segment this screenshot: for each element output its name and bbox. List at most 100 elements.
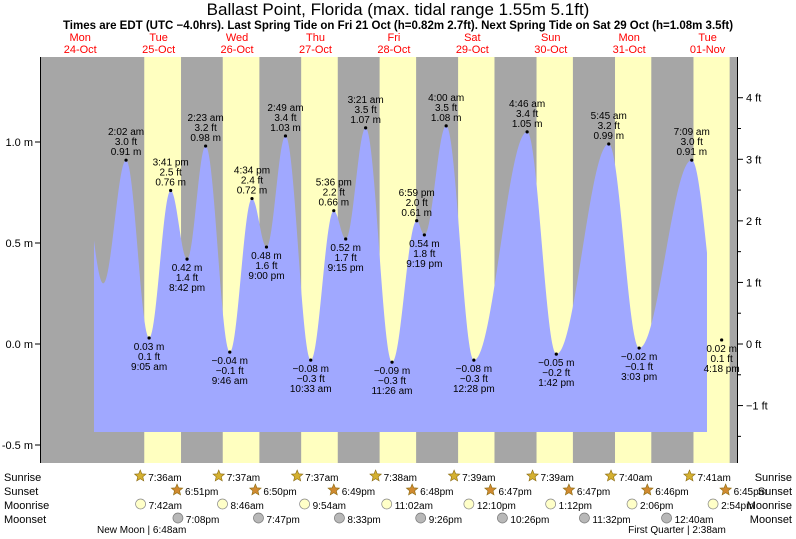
tide-point-marker bbox=[228, 350, 232, 354]
tide-point-label-time: 4:46 am bbox=[509, 99, 545, 110]
moonrise-icon bbox=[463, 498, 475, 510]
tide-point-label-ft: 1.6 ft bbox=[255, 261, 277, 272]
sunrise-time: 7:38am bbox=[384, 473, 417, 484]
sunrise-time: 7:40am bbox=[619, 473, 652, 484]
tide-point-label-ft: 2.4 ft bbox=[241, 176, 263, 187]
day-label-dow: Tue bbox=[698, 32, 717, 44]
tide-point-label-time: 3:41 pm bbox=[153, 157, 189, 168]
tide-point-label-time: 9:19 pm bbox=[406, 259, 442, 270]
moonset-icon bbox=[661, 512, 672, 524]
tide-point-marker bbox=[390, 360, 394, 364]
moonset-icon bbox=[334, 512, 345, 524]
tide-point-label-ft: 2.2 ft bbox=[323, 188, 345, 199]
tide-point-label-m: 0.42 m bbox=[172, 263, 203, 274]
right-axis-tick-label: 3 ft bbox=[746, 154, 761, 166]
sunrise-icon bbox=[212, 469, 226, 482]
tide-point-label-time: 10:33 am bbox=[290, 384, 332, 395]
tide-point-label-m: 1.03 m bbox=[270, 123, 301, 134]
tide-point-label-time: 2:23 am bbox=[188, 113, 224, 124]
sunset-time: 6:47pm bbox=[498, 487, 531, 498]
row-label-left-sunset: Sunset bbox=[4, 486, 38, 498]
sunset-icon bbox=[248, 483, 262, 496]
tide-point-label-m: 1.08 m bbox=[431, 113, 462, 124]
moonrise-icon bbox=[135, 498, 146, 510]
sunset-time: 6:51pm bbox=[185, 487, 218, 498]
sunrise-time: 7:41am bbox=[697, 473, 730, 484]
tide-point-marker bbox=[472, 358, 476, 362]
sunrise-icon bbox=[604, 469, 618, 482]
right-axis-tick-label: 1 ft bbox=[746, 277, 761, 289]
tide-point-label-ft: −0.3 ft bbox=[297, 374, 325, 385]
tide-point-label-time: 1:42 pm bbox=[538, 378, 574, 389]
moonset-icon bbox=[579, 512, 590, 524]
tide-point-label-m: 1.05 m bbox=[512, 119, 543, 130]
day-label-date: 25-Oct bbox=[142, 44, 175, 56]
tide-point-label-time: 3:03 pm bbox=[621, 372, 657, 383]
tide-point-marker bbox=[444, 124, 448, 128]
moonset-time: 7:47pm bbox=[266, 515, 299, 526]
tide-point-label-time: 7:09 am bbox=[674, 127, 710, 138]
tide-point-label-time: 6:59 pm bbox=[399, 188, 435, 199]
tide-point-label-ft: 3.2 ft bbox=[194, 123, 216, 134]
day-label-date: 01-Nov bbox=[690, 44, 726, 56]
moonrise-icon bbox=[707, 498, 719, 510]
moonrise-icon bbox=[217, 498, 228, 510]
tide-point-label-ft: 2.0 ft bbox=[406, 198, 428, 209]
tide-point-label-time: 4:18 pm bbox=[704, 364, 740, 375]
tide-point-label-ft: −0.3 ft bbox=[460, 374, 488, 385]
tide-point-label-ft: 3.4 ft bbox=[274, 113, 296, 124]
tide-point-marker bbox=[525, 130, 529, 134]
day-label-dow: Mon bbox=[618, 32, 639, 44]
left-axis-tick-label: 1.0 m bbox=[5, 137, 33, 149]
tide-point-label-time: 3:21 am bbox=[348, 95, 384, 106]
day-label-date: 31-Oct bbox=[613, 44, 646, 56]
moonrise-icon bbox=[545, 498, 557, 510]
sunrise-icon bbox=[447, 469, 461, 482]
tide-point-label-ft: 1.8 ft bbox=[413, 249, 435, 260]
sunrise-time: 7:37am bbox=[305, 473, 338, 484]
tide-point-marker bbox=[185, 257, 189, 261]
tide-point-label-ft: −0.3 ft bbox=[378, 376, 406, 387]
tide-point-label-ft: 3.0 ft bbox=[115, 137, 137, 148]
tide-point-label-time: 8:42 pm bbox=[169, 283, 205, 294]
moonset-icon bbox=[415, 512, 427, 524]
moonset-time: 8:33pm bbox=[347, 515, 380, 526]
sunset-time: 6:46pm bbox=[655, 487, 688, 498]
tide-point-label-m: −0.09 m bbox=[374, 366, 410, 377]
tide-point-marker bbox=[169, 188, 173, 193]
tide-point-label-ft: 0.1 ft bbox=[138, 352, 160, 363]
tide-point-label-time: 9:15 pm bbox=[328, 263, 364, 274]
sunset-icon bbox=[327, 483, 341, 496]
sunset-time: 6:49pm bbox=[342, 487, 375, 498]
tide-point-label-time: 9:05 am bbox=[131, 362, 167, 373]
moonrise-time: 2:06pm bbox=[640, 501, 673, 512]
row-label-right-moonset: Moonset bbox=[750, 514, 792, 526]
right-axis-tick-label: 0 ft bbox=[746, 339, 761, 351]
left-axis-tick-label: -0.5 m bbox=[2, 440, 33, 452]
moonset-time: 9:26pm bbox=[429, 515, 462, 526]
tide-point-label-m: 0.66 m bbox=[318, 198, 349, 209]
tide-point-label-m: 0.54 m bbox=[409, 239, 440, 250]
tide-point-marker bbox=[364, 126, 368, 130]
sunset-icon bbox=[562, 483, 576, 496]
sunrise-time: 7:39am bbox=[541, 473, 574, 484]
tide-point-label-ft: 0.1 ft bbox=[711, 354, 733, 365]
tide-point-label-ft: 3.4 ft bbox=[516, 109, 538, 120]
left-axis-tick-label: 0.0 m bbox=[5, 339, 33, 351]
tide-point-marker bbox=[637, 346, 641, 350]
tide-point-label-ft: −0.1 ft bbox=[216, 366, 244, 377]
tide-point-label-m: 0.98 m bbox=[190, 133, 221, 144]
tide-point-label-ft: 3.5 ft bbox=[435, 103, 457, 114]
tide-point-marker bbox=[422, 233, 426, 237]
moonset-time: 7:08pm bbox=[186, 515, 219, 526]
row-label-right-sunrise: Sunrise bbox=[755, 472, 792, 484]
moonrise-time: 12:10pm bbox=[477, 501, 516, 512]
moonset-time: 10:26pm bbox=[510, 515, 549, 526]
tide-point-marker bbox=[332, 209, 336, 213]
tide-point-label-ft: −0.1 ft bbox=[625, 362, 653, 373]
tide-point-label-m: −0.08 m bbox=[293, 364, 329, 375]
day-label-date: 30-Oct bbox=[534, 44, 567, 56]
tide-point-label-time: 5:45 am bbox=[591, 111, 627, 122]
moonrise-time: 9:54am bbox=[313, 501, 346, 512]
